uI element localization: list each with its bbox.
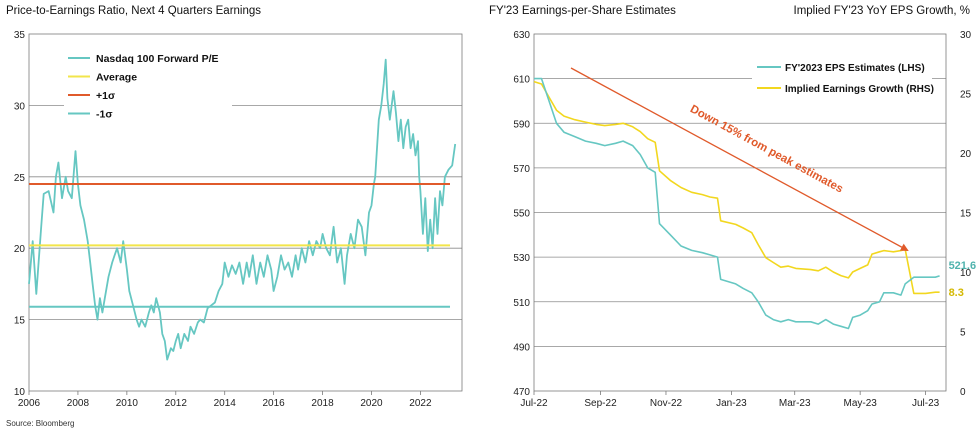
- chart1-legend-label-3: -1σ: [96, 109, 113, 121]
- chart2-x-tick-Jul-23: Jul-23: [912, 398, 940, 409]
- chart2-title: FY'23 Earnings-per-Share Estimates: [489, 5, 676, 17]
- chart1-x-tick-2006: 2006: [18, 398, 41, 409]
- chart2-x-tick-Nov-22: Nov-22: [650, 398, 683, 409]
- chart1-x-tick-2012: 2012: [165, 398, 188, 409]
- chart2-x-tick-Mar-23: Mar-23: [779, 398, 811, 409]
- chart2-y-tick-510: 510: [513, 298, 530, 309]
- chart1-y-tick-30: 30: [14, 101, 26, 112]
- chart1-x-tick-2008: 2008: [67, 398, 90, 409]
- chart2-y-tick-530: 530: [513, 253, 530, 264]
- chart2-y-tick-570: 570: [513, 164, 530, 175]
- chart1-title: Price-to-Earnings Ratio, Next 4 Quarters…: [6, 5, 262, 17]
- chart1-x-tick-2014: 2014: [214, 398, 237, 409]
- chart2-series-line-1: [533, 80, 940, 295]
- chart1-y-tick-35: 35: [14, 30, 26, 41]
- chart1-y-tick-15: 15: [14, 316, 26, 327]
- chart1-x-tick-2018: 2018: [311, 398, 334, 409]
- chart2-y2-tick-30: 30: [960, 30, 972, 41]
- chart2-series-line-0: [534, 77, 940, 330]
- chart2-y-tick-630: 630: [513, 30, 530, 41]
- chart1-x-tick-2016: 2016: [263, 398, 286, 409]
- chart2-y2-tick-10: 10: [960, 268, 972, 279]
- source-note: Source: Bloomberg: [6, 419, 75, 428]
- chart1-legend-label-1: Average: [96, 72, 137, 84]
- chart1-legend-label-2: +1σ: [96, 90, 115, 102]
- chart2-y2-tick-15: 15: [960, 209, 972, 220]
- chart2-x-tick-May-23: May-23: [843, 398, 877, 409]
- chart1-legend-bg: [64, 48, 232, 118]
- chart2-y2-tick-20: 20: [960, 149, 972, 160]
- chart2-end-label-0: 521.6: [949, 260, 977, 272]
- chart1-y-tick-10: 10: [14, 387, 26, 398]
- chart2-legend-bg: [752, 56, 932, 98]
- chart2-y-tick-490: 490: [513, 342, 530, 353]
- chart2-legend-label-1: Implied Earnings Growth (RHS): [785, 84, 934, 95]
- chart1-y-tick-25: 25: [14, 173, 26, 184]
- chart1-legend-label-0: Nasdaq 100 Forward P/E: [96, 53, 219, 65]
- chart1-series-line-0: [28, 58, 457, 361]
- chart2-y-tick-610: 610: [513, 75, 530, 86]
- chart2-end-label-1: 8.3: [949, 287, 964, 299]
- chart2-trend-arrow: [570, 67, 909, 251]
- chart2-x-tick-Jul-22: Jul-22: [520, 398, 548, 409]
- chart2-y2-tick-25: 25: [960, 90, 972, 101]
- chart2-x-tick-Sep-22: Sep-22: [584, 398, 617, 409]
- chart2-x-tick-Jan-23: Jan-23: [716, 398, 747, 409]
- chart2-y2-tick-0: 0: [960, 387, 966, 398]
- chart2-y-tick-550: 550: [513, 209, 530, 220]
- chart2-frame: [533, 33, 947, 392]
- chart2-legend-label-0: FY'2023 EPS Estimates (LHS): [785, 63, 925, 74]
- chart2-y-tick-590: 590: [513, 119, 530, 130]
- chart1-x-tick-2020: 2020: [360, 398, 383, 409]
- chart1-x-tick-2010: 2010: [116, 398, 139, 409]
- chart1-frame: [28, 33, 463, 392]
- chart2-annotation: Down 15% from peak estimates: [688, 103, 845, 195]
- chart2-y-tick-470: 470: [513, 387, 530, 398]
- chart1-x-tick-2022: 2022: [409, 398, 432, 409]
- chart2-y2-tick-5: 5: [960, 328, 966, 339]
- chart2-right-axis-title: Implied FY'23 YoY EPS Growth, %: [793, 5, 971, 17]
- chart1-y-tick-20: 20: [14, 244, 26, 255]
